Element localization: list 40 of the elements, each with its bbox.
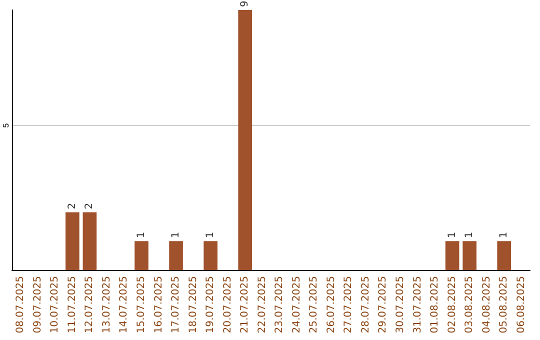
x-tick-label: 24.07.2025 — [291, 276, 302, 334]
x-tick-label: 26.07.2025 — [326, 276, 337, 334]
y-tick-label: 5 — [2, 122, 10, 128]
x-tick-label: 10.07.2025 — [50, 276, 61, 334]
x-tick-label: 29.07.2025 — [378, 276, 389, 334]
x-tick-label: 04.08.2025 — [481, 276, 492, 334]
data-label: 1 — [464, 232, 476, 238]
x-tick-label: 21.07.2025 — [240, 276, 251, 334]
x-tick-label: 27.07.2025 — [343, 276, 354, 334]
x-tick-label: 17.07.2025 — [170, 276, 182, 334]
x-tick-label: 31.07.2025 — [412, 276, 424, 334]
data-label: 9 — [240, 0, 251, 7]
x-tick-label: 14.07.2025 — [118, 276, 130, 334]
x-tick-label: 25.07.2025 — [308, 276, 320, 334]
x-tick-label: 06.08.2025 — [516, 276, 527, 334]
data-label: 1 — [498, 232, 510, 238]
x-tick-label: 13.07.2025 — [101, 276, 112, 334]
x-tick-label: 18.07.2025 — [188, 276, 199, 334]
x-tick-label: 19.07.2025 — [205, 276, 216, 334]
data-label: 2 — [66, 202, 78, 210]
x-tick-label: 09.07.2025 — [32, 276, 44, 334]
x-tick-label: 03.08.2025 — [464, 276, 476, 334]
x-tick-label: 16.07.2025 — [153, 276, 164, 334]
x-tick-label: 11.07.2025 — [66, 276, 78, 334]
x-tick-label: 22.07.2025 — [256, 276, 268, 334]
data-label: 2 — [84, 202, 96, 210]
x-tick-label: 08.07.2025 — [15, 276, 26, 334]
x-tick-label: 28.07.2025 — [360, 276, 372, 334]
x-tick-label: 20.07.2025 — [222, 276, 234, 334]
x-tick-label: 23.07.2025 — [274, 276, 286, 334]
x-tick-label: 15.07.2025 — [136, 276, 147, 334]
data-label: 1 — [446, 232, 458, 238]
x-tick-label: 02.08.2025 — [446, 276, 458, 334]
data-label: 1 — [136, 232, 147, 238]
data-label: 1 — [205, 232, 216, 238]
x-tick-label: 05.08.2025 — [498, 276, 510, 334]
x-tick-label: 12.07.2025 — [84, 276, 96, 334]
x-tick-label: 30.07.2025 — [395, 276, 406, 334]
data-label: 1 — [170, 232, 182, 238]
x-tick-label: 01.08.2025 — [430, 276, 441, 334]
